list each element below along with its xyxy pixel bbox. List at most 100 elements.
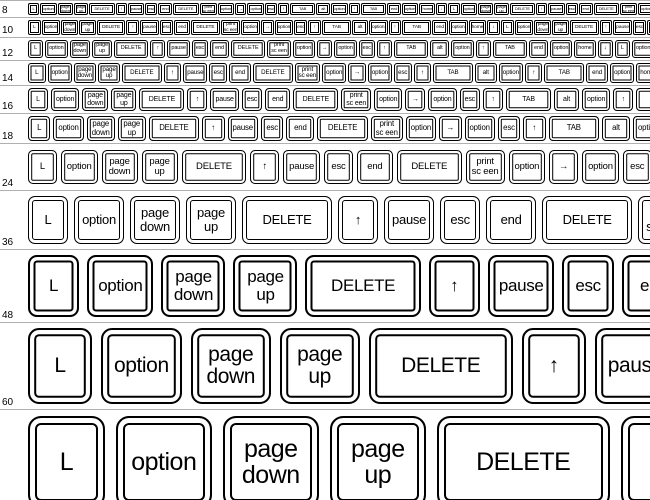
keycap: ↓ <box>436 3 447 15</box>
keycap: ↑ <box>338 196 378 244</box>
keycap: page down <box>102 150 138 184</box>
keycap: option <box>369 20 388 35</box>
keycap: pause <box>210 88 238 111</box>
keycap: ↑ <box>483 88 503 111</box>
ruler-label: 12 <box>2 48 13 59</box>
keycap: L <box>28 3 39 15</box>
keycap: DELETE <box>253 63 293 83</box>
keycap: TAB <box>290 3 315 15</box>
keycap: page up <box>233 255 297 317</box>
keycap: page down <box>58 3 73 15</box>
keycap: esc <box>265 3 277 15</box>
keycap: end <box>210 40 229 58</box>
keycap: TAB <box>394 40 428 58</box>
keycap: esc <box>192 40 208 58</box>
ruler-label: 16 <box>2 101 13 112</box>
keycap: print sc een <box>466 150 505 184</box>
keycap: L <box>28 150 57 184</box>
keycap: esc <box>623 150 650 184</box>
keycap: option <box>116 416 212 500</box>
keycap: TAB <box>402 20 431 35</box>
keycap: page up <box>186 196 236 244</box>
keycap: print sc een <box>221 20 241 35</box>
keycap: print sc een <box>341 88 371 111</box>
keycap: ↑ <box>523 116 545 141</box>
keycap: option <box>582 88 610 111</box>
keycap: option <box>461 3 477 15</box>
keycap: end <box>432 20 448 35</box>
keycap: option <box>465 116 495 141</box>
ruler-label: 18 <box>2 131 13 142</box>
keycap: pause <box>183 63 207 83</box>
keycap: → <box>235 3 246 15</box>
keycap: option <box>428 88 456 111</box>
keycap: esc <box>324 150 353 184</box>
ruler-label: 8 <box>2 5 8 16</box>
keycap: ↑ <box>250 150 279 184</box>
keycap: DELETE <box>139 88 184 111</box>
keycap: end <box>486 196 536 244</box>
keycap: L <box>448 3 459 15</box>
keycap: esc <box>633 20 646 35</box>
waterfall-row-18: 18Loptionpage downpage upDELETE↑pauseesc… <box>0 113 650 143</box>
keycap: TAB <box>636 88 650 111</box>
keycap: alt <box>475 63 497 83</box>
keycap: ↑ <box>308 20 321 35</box>
keycap: ↑ <box>476 40 491 58</box>
waterfall-row-48: 48Loptionpage downpage upDELETE↑pauseesc… <box>0 249 650 322</box>
keycap: end <box>158 3 172 15</box>
key-run: Loptionpage downpage upDELETE↑pauseescen… <box>28 86 650 113</box>
keycap: L <box>615 40 630 58</box>
keycap: option <box>74 196 124 244</box>
keycap: L <box>501 20 514 35</box>
keycap: option <box>40 3 56 15</box>
keycap: ↑ <box>349 3 360 15</box>
keycap: DELETE <box>570 20 599 35</box>
keycap: pause <box>167 40 189 58</box>
keycap: ↑ <box>536 3 547 15</box>
keycap: esc <box>440 196 480 244</box>
keycap: end <box>174 20 190 35</box>
keycap: TAB <box>493 40 527 58</box>
keycap: DELETE <box>149 116 199 141</box>
keycap: option <box>247 3 263 15</box>
keycap: L <box>28 20 41 35</box>
keycap: home <box>469 20 487 35</box>
keycap: pause <box>613 20 632 35</box>
keycap: option <box>610 63 634 83</box>
keycap: DELETE <box>594 3 619 15</box>
keycap: DELETE <box>122 63 162 83</box>
key-run: Loptionpage downpage upDELETE↑pauseescen… <box>28 61 650 85</box>
keycap: option <box>218 3 234 15</box>
keycap: L <box>28 40 43 58</box>
keycap: esc <box>498 116 520 141</box>
keycap: option <box>334 40 356 58</box>
keycap: DELETE <box>89 3 114 15</box>
keycap: option <box>101 328 182 404</box>
keycap: page down <box>87 116 115 141</box>
keycap: option <box>632 40 650 58</box>
keycap: DELETE <box>173 3 198 15</box>
key-run: Loptionpage downpage upDELETE↑pauseescen… <box>28 250 650 322</box>
keycap: print sc een <box>200 3 217 15</box>
keycap: alt <box>352 20 368 35</box>
keycap: ↑ <box>429 255 480 317</box>
keycap: ↑ <box>613 88 633 111</box>
keycap: page up <box>142 150 178 184</box>
keycap: ↑ <box>150 40 165 58</box>
keycap: L <box>28 328 92 404</box>
keycap: → <box>317 40 332 58</box>
keycap: page up <box>111 88 136 111</box>
keycap: ↑ <box>278 3 289 15</box>
keycap: DELETE <box>305 255 420 317</box>
keycap: esc <box>460 88 480 111</box>
keycap: esc <box>394 63 412 83</box>
keycap: DELETE <box>437 416 610 500</box>
keycap: alt <box>430 40 449 58</box>
keycap: L <box>28 88 48 111</box>
keycap: DELETE <box>317 116 367 141</box>
keycap: page down <box>478 3 493 15</box>
key-run: Loptionpage downpage upDELETE↑pauseescen… <box>28 144 650 190</box>
ruler-label: 10 <box>2 25 13 36</box>
keycap: option <box>48 63 72 83</box>
